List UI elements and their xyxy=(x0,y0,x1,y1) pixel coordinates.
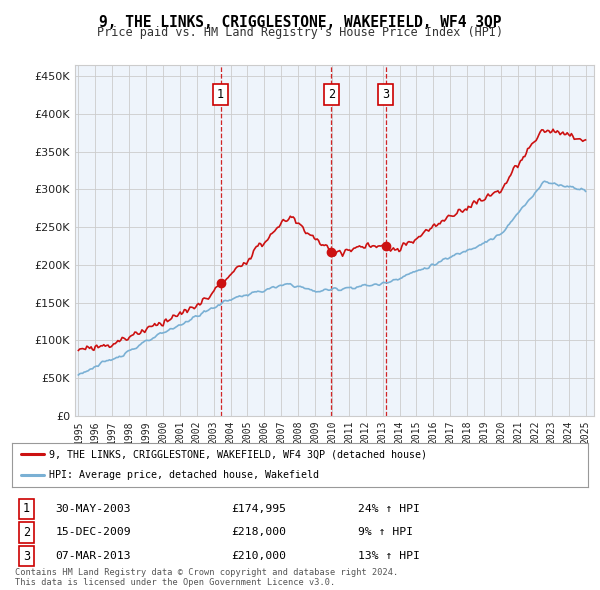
Text: 9% ↑ HPI: 9% ↑ HPI xyxy=(358,527,413,537)
Text: HPI: Average price, detached house, Wakefield: HPI: Average price, detached house, Wake… xyxy=(49,470,319,480)
Text: 13% ↑ HPI: 13% ↑ HPI xyxy=(358,552,419,561)
Text: 1: 1 xyxy=(217,88,224,101)
Text: 3: 3 xyxy=(23,550,30,563)
Text: 15-DEC-2009: 15-DEC-2009 xyxy=(55,527,131,537)
Text: 07-MAR-2013: 07-MAR-2013 xyxy=(55,552,131,561)
Text: Price paid vs. HM Land Registry's House Price Index (HPI): Price paid vs. HM Land Registry's House … xyxy=(97,26,503,39)
Text: 30-MAY-2003: 30-MAY-2003 xyxy=(55,504,131,513)
Text: £174,995: £174,995 xyxy=(231,504,286,513)
Text: 2: 2 xyxy=(328,88,335,101)
Text: 2: 2 xyxy=(23,526,30,539)
Text: 9, THE LINKS, CRIGGLESTONE, WAKEFIELD, WF4 3QP (detached house): 9, THE LINKS, CRIGGLESTONE, WAKEFIELD, W… xyxy=(49,450,427,460)
Text: Contains HM Land Registry data © Crown copyright and database right 2024.
This d: Contains HM Land Registry data © Crown c… xyxy=(15,568,398,587)
Text: 1: 1 xyxy=(23,502,30,515)
Text: £218,000: £218,000 xyxy=(231,527,286,537)
Text: 24% ↑ HPI: 24% ↑ HPI xyxy=(358,504,419,513)
Text: 9, THE LINKS, CRIGGLESTONE, WAKEFIELD, WF4 3QP: 9, THE LINKS, CRIGGLESTONE, WAKEFIELD, W… xyxy=(99,15,501,30)
Text: £210,000: £210,000 xyxy=(231,552,286,561)
Text: 3: 3 xyxy=(382,88,389,101)
